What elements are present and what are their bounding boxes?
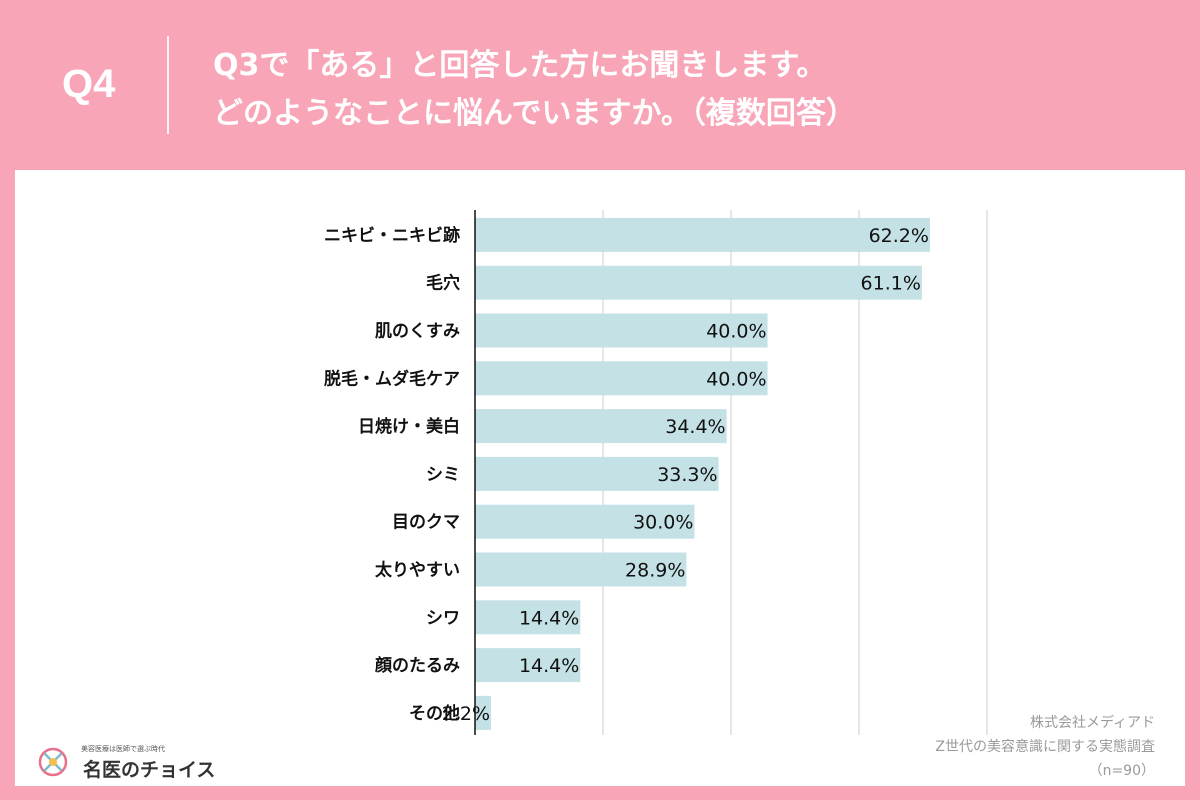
value-label: 14.4% [519,607,579,629]
value-label: 40.0% [706,321,766,343]
bar [475,695,492,730]
category-label: 日焼け・美白 [358,416,460,437]
value-label: 62.2% [869,225,929,247]
category-label: シミ [426,465,460,485]
bar [475,313,768,348]
survey-name: Z世代の美容意識に関する実態調査 [935,739,1155,755]
bar [475,265,922,300]
value-label: 34.4% [665,416,725,438]
logo-tagline: 美容医療は医師で選ぶ時代 [81,745,165,753]
bar [475,648,581,683]
value-label: 28.9% [625,560,685,582]
bar-chart: ニキビ・ニキビ跡 62.2% 毛穴 61.1% 肌のくすみ 40.0% 脱毛・ムダ毛ケア 40… [324,210,988,735]
question-number: Q4 [62,62,116,106]
category-label: 目のクマ [392,513,460,533]
bar [475,361,768,396]
category-label: ニキビ・ニキビ跡 [324,225,460,246]
bar [475,504,695,539]
question-text: Q3で「ある」と回答した方にお聞きします。 どのようなことに悩んでいますか。（複… [213,42,856,138]
bar [475,409,727,444]
value-label: 2.2% [442,703,490,725]
logo-name: 名医のチョイス [83,759,216,781]
value-label: 61.1% [861,273,921,295]
brand-logo: 美容医療は医師で選ぶ時代 名医のチョイス [33,740,216,782]
question-line-2: どのようなことに悩んでいますか。（複数回答） [213,96,856,131]
bar [475,600,581,635]
chart-panel: ニキビ・ニキビ跡 62.2% 毛穴 61.1% 肌のくすみ 40.0% 脱毛・ムダ毛ケア 40… [15,170,1185,786]
header-divider [167,36,169,134]
category-label: その他 [409,703,460,724]
category-label: 毛穴 [426,273,460,294]
value-label: 14.4% [519,655,579,677]
value-label: 30.0% [633,512,693,534]
value-label: 40.0% [706,368,766,390]
bar [475,456,719,491]
header: Q4 Q3で「ある」と回答した方にお聞きします。 どのようなことに悩んでいますか… [0,0,1200,170]
question-line-1: Q3で「ある」と回答した方にお聞きします。 [213,48,827,83]
category-label: シワ [426,608,460,628]
category-label: 脱毛・ムダ毛ケア [324,368,460,389]
sample-size: （n=90） [1088,763,1155,779]
company-name: 株式会社メディアド [1029,715,1155,731]
bar [475,552,687,587]
category-label: 顔のたるみ [374,655,460,676]
category-label: 肌のくすみ [375,322,460,342]
logo-mark-icon [38,747,68,777]
bar [475,217,930,252]
category-label: 太りやすい [375,560,460,581]
value-label: 33.3% [657,464,717,486]
